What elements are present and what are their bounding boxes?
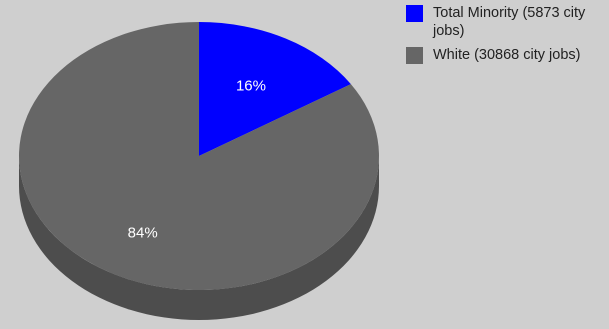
pie-side-wall (19, 156, 379, 320)
pie-slice-white[interactable] (18, 22, 379, 290)
legend-item-white[interactable]: White (30868 city jobs) (406, 46, 606, 64)
legend-label-minority: Total Minority (5873 city jobs) (433, 5, 586, 39)
slice-label-white: 84% (128, 224, 158, 241)
legend: Total Minority (5873 city jobs) White (3… (406, 4, 606, 70)
legend-swatch-white (406, 47, 423, 64)
pie-slice-minority[interactable] (199, 22, 351, 156)
legend-swatch-minority (406, 5, 423, 22)
slice-label-minority: 16% (236, 78, 266, 95)
legend-label-white: White (30868 city jobs) (433, 47, 581, 63)
legend-item-minority[interactable]: Total Minority (5873 city jobs) (406, 4, 606, 40)
